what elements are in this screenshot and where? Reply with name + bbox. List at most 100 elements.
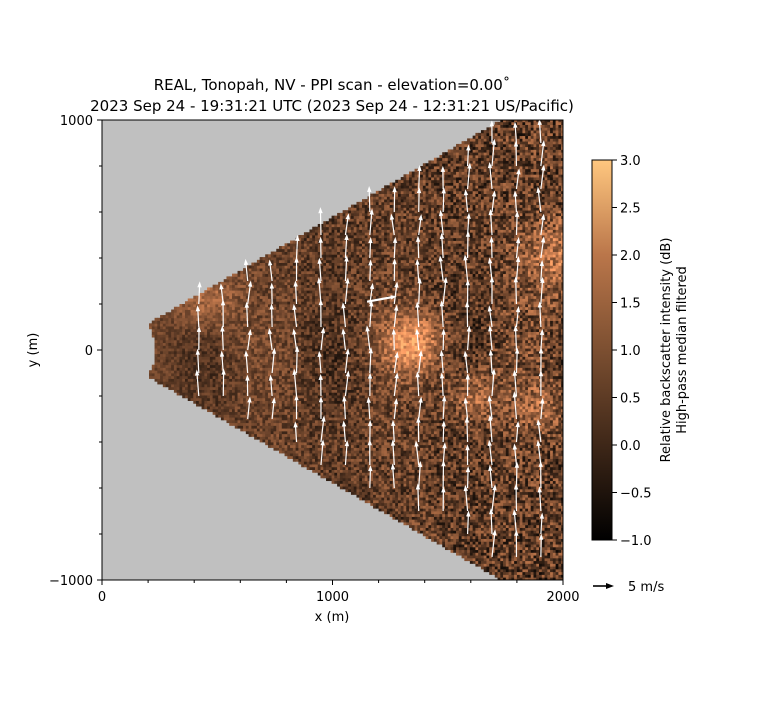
backscatter-cell [209, 317, 214, 321]
backscatter-cell [256, 386, 261, 390]
backscatter-cell [331, 430, 335, 435]
backscatter-cell [287, 323, 291, 327]
backscatter-cell [320, 364, 324, 368]
backscatter-cell [234, 392, 238, 396]
backscatter-cell [267, 422, 272, 426]
backscatter-cell [301, 237, 305, 241]
backscatter-cell [276, 422, 280, 426]
backscatter-cell [254, 433, 258, 437]
backscatter-cell [323, 323, 327, 327]
backscatter-cell [301, 257, 305, 261]
backscatter-cell [276, 345, 280, 349]
backscatter-cell [345, 466, 349, 470]
backscatter-cell [287, 350, 291, 355]
backscatter-cell [212, 395, 216, 399]
backscatter-cell [345, 375, 349, 379]
backscatter-cell [359, 384, 363, 388]
backscatter-cell [279, 370, 283, 374]
backscatter-cell [295, 309, 299, 313]
backscatter-cell [353, 378, 357, 382]
backscatter-cell [279, 373, 283, 377]
backscatter-cell [326, 353, 330, 357]
backscatter-cell [212, 326, 216, 330]
backscatter-cell [287, 287, 291, 291]
backscatter-cell [348, 389, 352, 393]
backscatter-cell [223, 334, 227, 338]
backscatter-cell [342, 235, 346, 239]
backscatter-cell [306, 378, 310, 382]
backscatter-cell [223, 342, 227, 346]
backscatter-cell [287, 447, 291, 451]
backscatter-cell [323, 353, 327, 357]
backscatter-cell [226, 411, 230, 415]
backscatter-cell [298, 348, 302, 352]
backscatter-cell [334, 367, 338, 371]
backscatter-cell [326, 235, 330, 239]
backscatter-cell [314, 257, 319, 261]
backscatter-cell [295, 436, 299, 440]
backscatter-cell [323, 270, 327, 275]
backscatter-cell [212, 337, 216, 341]
backscatter-cell [328, 384, 332, 388]
backscatter-cell [193, 298, 197, 302]
backscatter-cell [287, 301, 291, 305]
backscatter-cell [220, 350, 225, 355]
backscatter-cell [323, 290, 327, 294]
backscatter-cell [353, 472, 357, 476]
backscatter-cell [234, 334, 238, 338]
backscatter-cell [326, 315, 330, 319]
backscatter-cell [337, 218, 341, 222]
backscatter-cell [303, 414, 308, 418]
backscatter-cell [312, 229, 316, 233]
backscatter-cell [334, 370, 338, 374]
backscatter-cell [212, 400, 216, 404]
backscatter-cell [350, 334, 355, 338]
backscatter-cell [339, 428, 344, 432]
backscatter-cell [298, 331, 302, 335]
backscatter-cell [234, 386, 238, 390]
backscatter-cell [218, 320, 222, 324]
backscatter-cell [204, 331, 208, 335]
backscatter-cell [223, 406, 227, 410]
backscatter-cell [339, 433, 344, 437]
backscatter-cell [168, 370, 172, 374]
backscatter-cell [331, 309, 335, 313]
backscatter-cell [243, 334, 247, 338]
backscatter-cell [243, 292, 247, 297]
backscatter-cell [348, 221, 352, 225]
backscatter-cell [353, 248, 357, 252]
backscatter-cell [179, 339, 183, 344]
backscatter-cell [254, 273, 258, 277]
backscatter-cell [348, 268, 352, 272]
backscatter-cell [243, 378, 247, 382]
backscatter-cell [287, 326, 291, 330]
backscatter-cell [245, 359, 249, 363]
backscatter-cell [292, 400, 297, 404]
backscatter-cell [314, 339, 319, 344]
backscatter-cell [334, 450, 338, 454]
backscatter-cell [328, 364, 332, 368]
backscatter-cell [243, 350, 247, 355]
backscatter-cell [284, 381, 288, 385]
backscatter-cell [326, 257, 330, 261]
backscatter-cell [292, 265, 297, 269]
backscatter-cell [331, 270, 335, 275]
backscatter-cell [359, 466, 363, 470]
backscatter-cell [212, 323, 216, 327]
backscatter-cell [320, 417, 324, 421]
backscatter-cell [362, 298, 366, 302]
backscatter-cell [339, 389, 344, 393]
backscatter-cell [287, 392, 291, 396]
backscatter-cell [359, 328, 363, 332]
backscatter-cell [173, 320, 178, 324]
backscatter-cell [359, 414, 363, 418]
backscatter-cell [184, 361, 189, 366]
backscatter-cell [287, 276, 291, 280]
backscatter-cell [218, 301, 222, 305]
backscatter-cell [223, 323, 227, 327]
backscatter-cell [218, 298, 222, 302]
backscatter-cell [348, 262, 352, 266]
backscatter-cell [359, 395, 363, 399]
backscatter-cell [292, 442, 297, 446]
backscatter-cell [303, 270, 308, 275]
